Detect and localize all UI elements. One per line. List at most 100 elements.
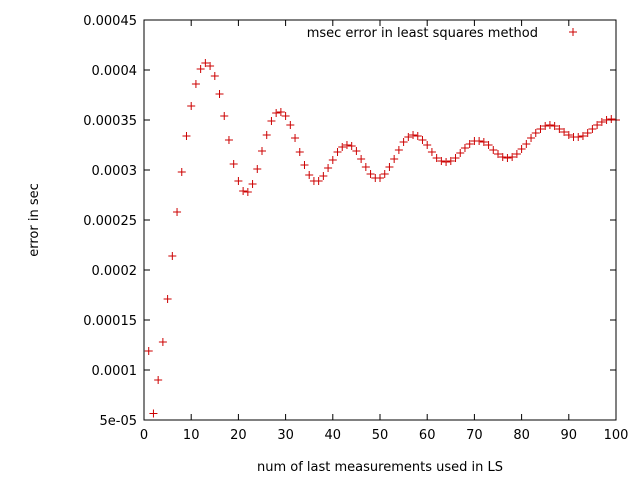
data-point [347,142,356,150]
x-tick-label: 30 [277,428,294,443]
data-point [319,172,328,180]
y-axis-ticks: 5e-05 0.0001 0.00015 0.0002 0.00025 0.0003 0.0… [83,14,616,429]
data-point [550,122,559,130]
data-point [154,376,163,384]
data-point [494,150,502,158]
data-point [229,160,238,168]
data-point [328,156,337,164]
data-point [281,112,290,120]
data-point [413,132,422,140]
legend-marker-symbol [569,28,577,36]
data-point [262,131,271,139]
x-tick-label: 60 [419,428,436,443]
data-point [333,148,342,156]
data-point [446,157,455,165]
y-tick-label: 0.0001 [92,364,138,379]
data-point [253,165,262,173]
x-axis-ticks: 0 10 20 30 40 50 60 70 80 90 100 [140,20,629,443]
y-tick-label: 0.0003 [92,164,138,179]
x-tick-label: 50 [372,428,389,443]
data-point [210,72,219,80]
data-point [527,134,536,142]
data-point [144,347,153,355]
x-tick-label: 100 [604,428,629,443]
data-point [291,134,300,142]
data-point [456,149,465,157]
data-point [314,177,323,185]
y-axis-label: error in sec [27,183,42,257]
data-point [258,147,266,155]
data-point [173,208,182,216]
data-point [503,154,512,162]
data-point [451,154,460,162]
data-point [427,148,436,156]
data-point [234,177,243,185]
data-point [498,153,507,161]
data-point [465,140,474,148]
data-point [522,140,531,148]
data-point [182,132,191,140]
y-tick-label: 0.0002 [92,264,138,279]
data-point [187,102,196,110]
data-point [286,121,295,129]
data-point [564,131,573,139]
x-tick-label: 80 [513,428,530,443]
data-point [376,174,384,182]
data-point [512,150,521,158]
data-point [248,180,257,188]
data-point [583,129,592,137]
data-point [399,138,408,146]
data-point [224,136,233,144]
data-point [545,121,554,129]
data-point [220,112,229,120]
data-point [574,133,583,141]
data-point [243,188,252,196]
data-points [144,59,620,418]
data-point [432,154,441,162]
data-point [272,109,281,117]
y-tick-label: 0.00025 [83,214,137,229]
data-point [423,141,432,149]
data-point [394,146,403,154]
y-tick-label: 0.00035 [83,114,137,129]
data-point [578,132,587,140]
y-tick-label: 0.00045 [83,14,137,29]
y-tick-label: 0.0004 [92,64,138,79]
data-point [201,59,210,67]
data-point [305,171,314,179]
data-point [588,125,597,133]
plot-frame [143,19,617,421]
data-point [409,131,418,139]
data-point [357,155,366,163]
data-point [215,90,224,98]
data-point [239,187,248,195]
data-point [418,136,427,144]
data-point [267,117,276,125]
data-point [276,108,285,116]
data-point [168,252,177,260]
x-tick-label: 0 [140,428,148,443]
data-point [484,141,493,149]
data-point [555,125,564,133]
x-tick-label: 20 [230,428,247,443]
data-point [191,80,200,88]
y-tick-label: 5e-05 [99,414,137,429]
y-tick-label: 0.00015 [83,314,137,329]
data-point [324,164,333,172]
data-point [442,158,451,166]
data-point [380,170,389,178]
x-tick-label: 90 [561,428,578,443]
legend-entry-label: msec error in least squares method [307,26,538,41]
data-point [479,138,488,146]
data-point [295,148,304,156]
data-point [437,157,446,165]
data-point [508,153,517,161]
data-point [361,163,370,171]
data-point [338,143,347,151]
data-point [366,170,375,178]
x-axis-label: num of last measurements used in LS [257,460,503,475]
data-point [149,409,158,418]
data-point [196,65,205,73]
data-point [593,121,602,129]
